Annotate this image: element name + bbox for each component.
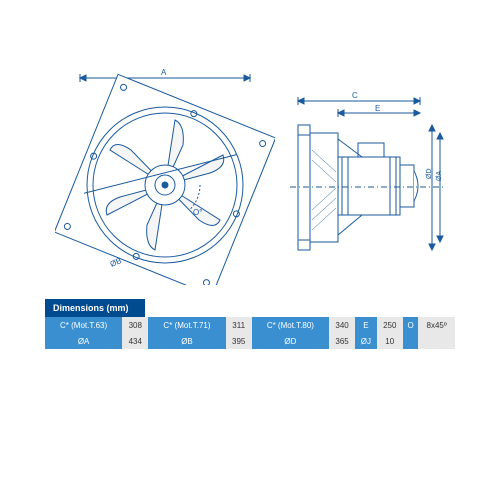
table-row: ØA434ØB395ØD365ØJ10 <box>45 333 455 349</box>
cell-value: 308 <box>122 317 148 333</box>
cell-header: C* (Mot.T.71) <box>148 317 225 333</box>
label-C: C <box>352 91 358 100</box>
table-title: Dimensions (mm) <box>45 299 145 317</box>
side-view-diagram: C E ØD ØA <box>290 95 445 270</box>
cell-value: 434 <box>122 333 148 349</box>
label-A: A <box>161 68 166 77</box>
cell-header: C* (Mot.T.80) <box>252 317 329 333</box>
cell-header: ØA <box>45 333 122 349</box>
label-O: O° <box>193 208 202 217</box>
front-view-diagram: A O° ØB <box>55 70 275 285</box>
table-row: C* (Mot.T.63)308C* (Mot.T.71)311C* (Mot.… <box>45 317 455 333</box>
cell-header: E <box>355 317 376 333</box>
cell-value: 395 <box>226 333 252 349</box>
cell-header: ØB <box>148 333 225 349</box>
cell-value: 365 <box>329 333 355 349</box>
cell-header: C* (Mot.T.63) <box>45 317 122 333</box>
label-E: E <box>375 104 380 113</box>
dimensions-table: C* (Mot.T.63)308C* (Mot.T.71)311C* (Mot.… <box>45 317 455 349</box>
cell-value: 10 <box>377 333 403 349</box>
label-phiA: ØA <box>436 171 443 181</box>
cell-header <box>403 333 418 349</box>
dimensions-table-container: Dimensions (mm) C* (Mot.T.63)308C* (Mot.… <box>45 298 455 349</box>
cell-value: 250 <box>377 317 403 333</box>
cell-header: O <box>403 317 418 333</box>
cell-header: ØJ <box>355 333 376 349</box>
cell-value: 311 <box>226 317 252 333</box>
label-phiD: ØD <box>426 169 433 180</box>
cell-header: ØD <box>252 333 329 349</box>
technical-diagrams: A O° ØB <box>55 70 445 285</box>
cell-value: 340 <box>329 317 355 333</box>
cell-value: 8x45º <box>418 317 455 333</box>
cell-value <box>418 333 455 349</box>
